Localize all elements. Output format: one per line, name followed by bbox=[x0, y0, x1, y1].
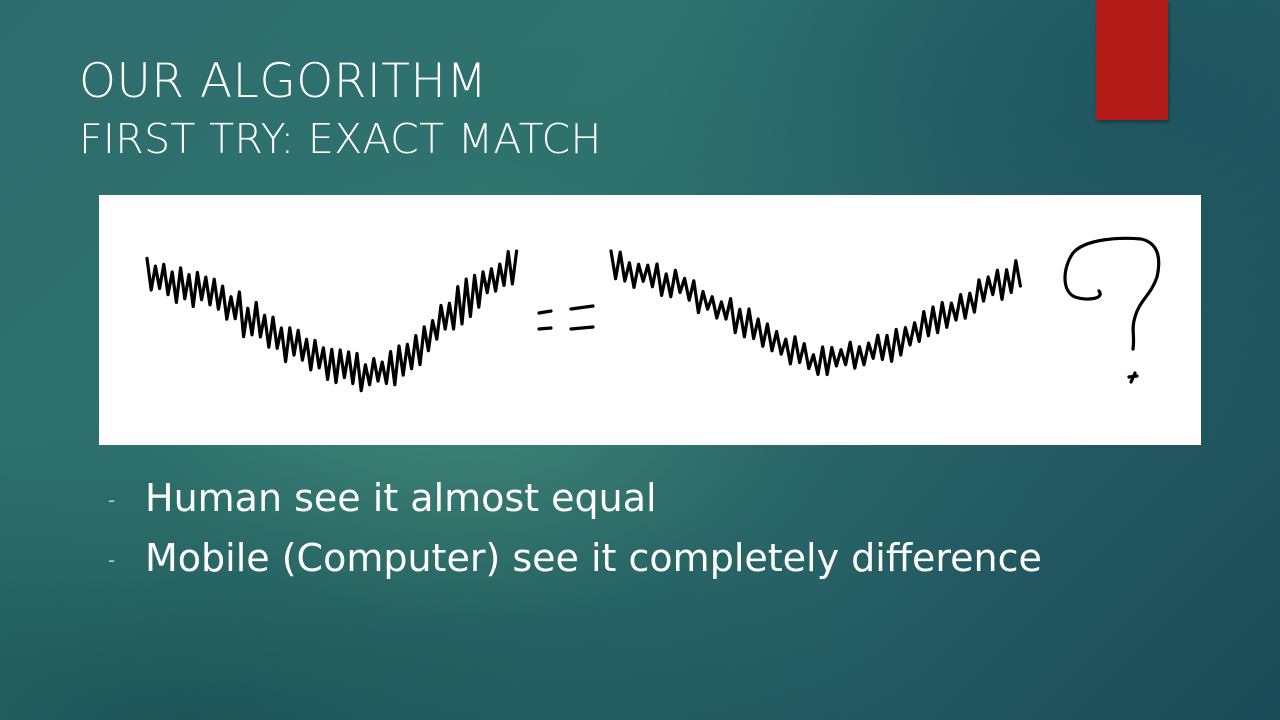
bullet-dash-icon: - bbox=[108, 488, 116, 512]
handwritten-waveform-right bbox=[609, 249, 1022, 377]
bullet-text: Mobile (Computer) see it completely diff… bbox=[145, 536, 1042, 580]
slide-title: OUR ALGORITHM bbox=[79, 54, 488, 109]
handwritten-question-mark bbox=[1063, 236, 1161, 384]
sketch-drawing bbox=[145, 236, 1161, 393]
sketch-figure bbox=[99, 195, 1201, 445]
slide-subtitle: FIRST TRY: EXACT MATCH bbox=[79, 115, 602, 163]
accent-bar bbox=[1096, 0, 1168, 120]
bullet-dash-icon: - bbox=[108, 548, 116, 572]
bullet-text: Human see it almost equal bbox=[145, 476, 657, 520]
handwritten-equals-sign bbox=[537, 304, 595, 331]
handwritten-waveform-left bbox=[145, 249, 519, 393]
